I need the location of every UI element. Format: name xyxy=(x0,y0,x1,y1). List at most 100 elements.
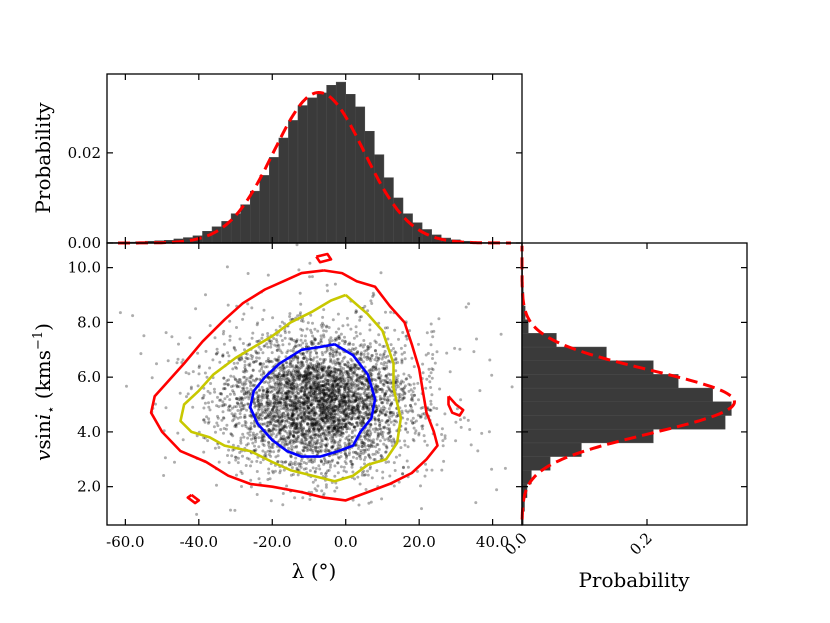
scatter-point xyxy=(303,339,307,343)
scatter-point xyxy=(306,378,310,382)
scatter-point xyxy=(287,416,291,420)
scatter-point xyxy=(350,405,353,409)
scatter-point xyxy=(245,392,249,396)
scatter-point xyxy=(291,409,295,413)
scatter-point xyxy=(254,412,258,416)
scatter-point xyxy=(372,416,376,419)
scatter-point xyxy=(380,387,384,391)
scatter-point xyxy=(349,349,353,352)
scatter-point xyxy=(100,498,103,501)
scatter-point xyxy=(273,374,277,378)
scatter-point xyxy=(302,401,306,405)
scatter-point xyxy=(354,383,358,387)
scatter-point xyxy=(322,396,326,400)
scatter-point xyxy=(295,405,299,409)
scatter-point xyxy=(332,392,336,396)
scatter-point xyxy=(278,349,282,353)
scatter-point xyxy=(364,379,368,383)
scatter-point xyxy=(288,395,292,399)
scatter-point xyxy=(346,394,350,398)
scatter-point xyxy=(294,378,298,382)
scatter-point xyxy=(403,384,407,388)
scatter-point xyxy=(341,400,345,404)
scatter-point xyxy=(320,445,323,449)
scatter-point xyxy=(233,377,237,381)
scatter-point xyxy=(244,382,248,386)
scatter-point xyxy=(305,374,309,378)
scatter-point xyxy=(369,423,373,427)
scatter-point xyxy=(332,375,336,379)
scatter-point xyxy=(330,459,334,463)
scatter-point xyxy=(329,396,332,400)
scatter-point xyxy=(383,366,387,370)
scatter-point xyxy=(361,397,365,401)
scatter-point xyxy=(292,433,295,437)
scatter-point xyxy=(315,405,319,409)
scatter-point xyxy=(239,407,243,411)
scatter-point xyxy=(440,468,444,472)
scatter-point xyxy=(273,403,277,407)
scatter-point xyxy=(191,370,195,374)
scatter-point xyxy=(248,427,252,431)
scatter-point xyxy=(283,385,287,389)
scatter-point xyxy=(296,391,300,395)
scatter-point xyxy=(307,416,311,420)
scatter-point xyxy=(359,358,363,362)
scatter-point xyxy=(306,423,310,427)
scatter-point xyxy=(330,396,334,399)
scatter-point xyxy=(372,458,376,462)
scatter-point xyxy=(358,482,362,486)
scatter-point xyxy=(337,362,341,366)
scatter-point xyxy=(368,435,371,438)
scatter-point xyxy=(310,340,314,343)
scatter-point xyxy=(322,462,326,466)
scatter-point xyxy=(346,417,350,421)
scatter-point xyxy=(360,382,364,386)
scatter-point xyxy=(347,379,351,383)
scatter-point xyxy=(383,378,387,382)
scatter-point xyxy=(350,463,354,467)
scatter-point xyxy=(319,437,323,441)
scatter-point xyxy=(344,417,348,421)
scatter-point xyxy=(285,381,289,385)
scatter-point xyxy=(288,442,292,445)
scatter-point xyxy=(364,432,368,436)
scatter-point xyxy=(333,425,337,429)
scatter-point xyxy=(221,410,225,414)
scatter-point xyxy=(338,401,342,405)
scatter-point xyxy=(336,394,339,398)
scatter-point xyxy=(242,392,246,396)
scatter-point xyxy=(263,344,267,348)
scatter-point xyxy=(216,395,219,399)
scatter-point xyxy=(417,431,421,435)
scatter-point xyxy=(245,357,249,361)
scatter-point xyxy=(299,465,303,469)
scatter-point xyxy=(292,422,296,426)
scatter-point xyxy=(383,413,387,417)
scatter-point xyxy=(331,409,335,413)
scatter-point xyxy=(375,450,378,453)
scatter-point xyxy=(335,336,339,340)
scatter-point xyxy=(259,362,263,366)
scatter-point xyxy=(301,434,305,438)
scatter-point xyxy=(369,422,372,426)
scatter-point xyxy=(388,417,392,421)
scatter-point xyxy=(326,397,330,401)
scatter-point xyxy=(346,381,350,385)
scatter-point xyxy=(288,365,292,369)
scatter-point xyxy=(364,377,368,380)
scatter-point xyxy=(288,359,292,363)
scatter-point xyxy=(419,484,422,488)
scatter-point xyxy=(427,367,431,371)
scatter-point xyxy=(343,382,347,386)
scatter-point xyxy=(311,387,315,391)
scatter-point xyxy=(286,413,290,417)
scatter-point xyxy=(356,392,360,395)
scatter-point xyxy=(346,405,350,409)
scatter-point xyxy=(332,393,336,397)
scatter-point xyxy=(299,343,303,347)
scatter-point xyxy=(272,450,276,454)
scatter-point xyxy=(356,416,360,420)
scatter-point xyxy=(302,400,306,404)
scatter-point xyxy=(358,421,362,425)
